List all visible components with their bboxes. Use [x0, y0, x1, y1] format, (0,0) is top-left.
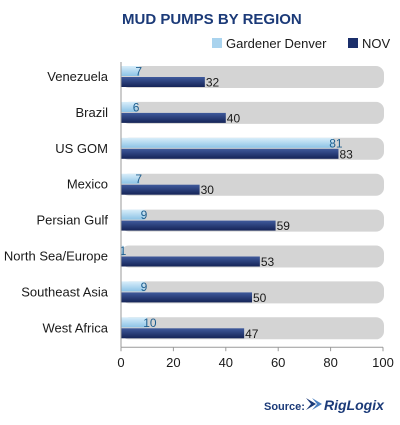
bar-gardener-denver [121, 137, 334, 148]
data-label: 7 [135, 172, 142, 186]
category-label: Mexico [67, 177, 108, 192]
chart-title: MUD PUMPS BY REGION [122, 11, 302, 28]
bar-gardener-denver [121, 281, 145, 292]
category-label: US GOM [55, 141, 108, 156]
category-row: Venezuela 7 32 [47, 65, 384, 90]
category-row: West Africa 10 47 [42, 316, 384, 341]
bar-gardener-denver [121, 209, 145, 220]
x-tick-label: 20 [166, 355, 180, 370]
riglogix-logo-icon [306, 398, 322, 410]
bar-nov [121, 148, 339, 159]
bar-nov [121, 112, 226, 123]
legend-label-series-2: NOV [362, 36, 391, 51]
data-label: 47 [245, 327, 259, 341]
bar-nov [121, 292, 252, 303]
category-row: Persian Gulf 9 59 [36, 208, 384, 233]
data-label: 81 [329, 136, 343, 150]
legend-swatch-series-2 [348, 38, 358, 48]
x-tick-label: 100 [372, 355, 394, 370]
x-tick-label: 0 [117, 355, 124, 370]
data-label: 40 [227, 111, 241, 125]
bar-nov [121, 256, 260, 267]
data-label: 53 [261, 255, 275, 269]
category-label: North Sea/Europe [4, 249, 108, 264]
bar-gardener-denver [121, 245, 124, 256]
category-label: Brazil [75, 105, 108, 120]
data-label: 1 [120, 244, 127, 258]
category-row: Brazil 6 40 [75, 100, 384, 125]
data-label: 32 [206, 76, 220, 90]
data-label: 30 [201, 183, 215, 197]
source-credit: Source: RigLogix [264, 397, 385, 413]
bar-nov [121, 328, 245, 339]
category-label: West Africa [42, 320, 108, 335]
bar-nov [121, 220, 276, 231]
bar-nov [121, 184, 200, 195]
bar-nov [121, 77, 205, 87]
source-label: Source: [264, 401, 305, 413]
data-label: 50 [253, 291, 267, 305]
legend: Gardener Denver NOV [212, 36, 391, 51]
legend-swatch-series-1 [212, 38, 222, 48]
data-label: 59 [277, 219, 291, 233]
x-tick-label: 80 [323, 355, 337, 370]
category-label: Venezuela [47, 69, 108, 84]
category-row: Southeast Asia 9 50 [21, 280, 384, 305]
data-label: 7 [135, 65, 142, 79]
bar-gardener-denver [121, 66, 140, 76]
source-brand: RigLogix [324, 397, 385, 413]
x-tick-label: 40 [219, 355, 233, 370]
category-row: North Sea/Europe 1 53 [4, 244, 384, 269]
data-label: 83 [339, 147, 353, 161]
data-label: 10 [143, 316, 157, 330]
bar-gardener-denver [121, 101, 137, 112]
data-label: 6 [133, 100, 140, 114]
category-label: Southeast Asia [21, 284, 108, 299]
bar-gardener-denver [121, 173, 140, 184]
category-row: Mexico 7 30 [67, 172, 384, 197]
data-label: 9 [141, 208, 148, 222]
x-axis: 0 20 40 60 80 100 [117, 62, 394, 370]
category-label: Persian Gulf [36, 213, 108, 228]
data-label: 9 [141, 280, 148, 294]
legend-label-series-1: Gardener Denver [226, 36, 327, 51]
bar-gardener-denver [121, 317, 148, 328]
x-tick-label: 60 [271, 355, 285, 370]
